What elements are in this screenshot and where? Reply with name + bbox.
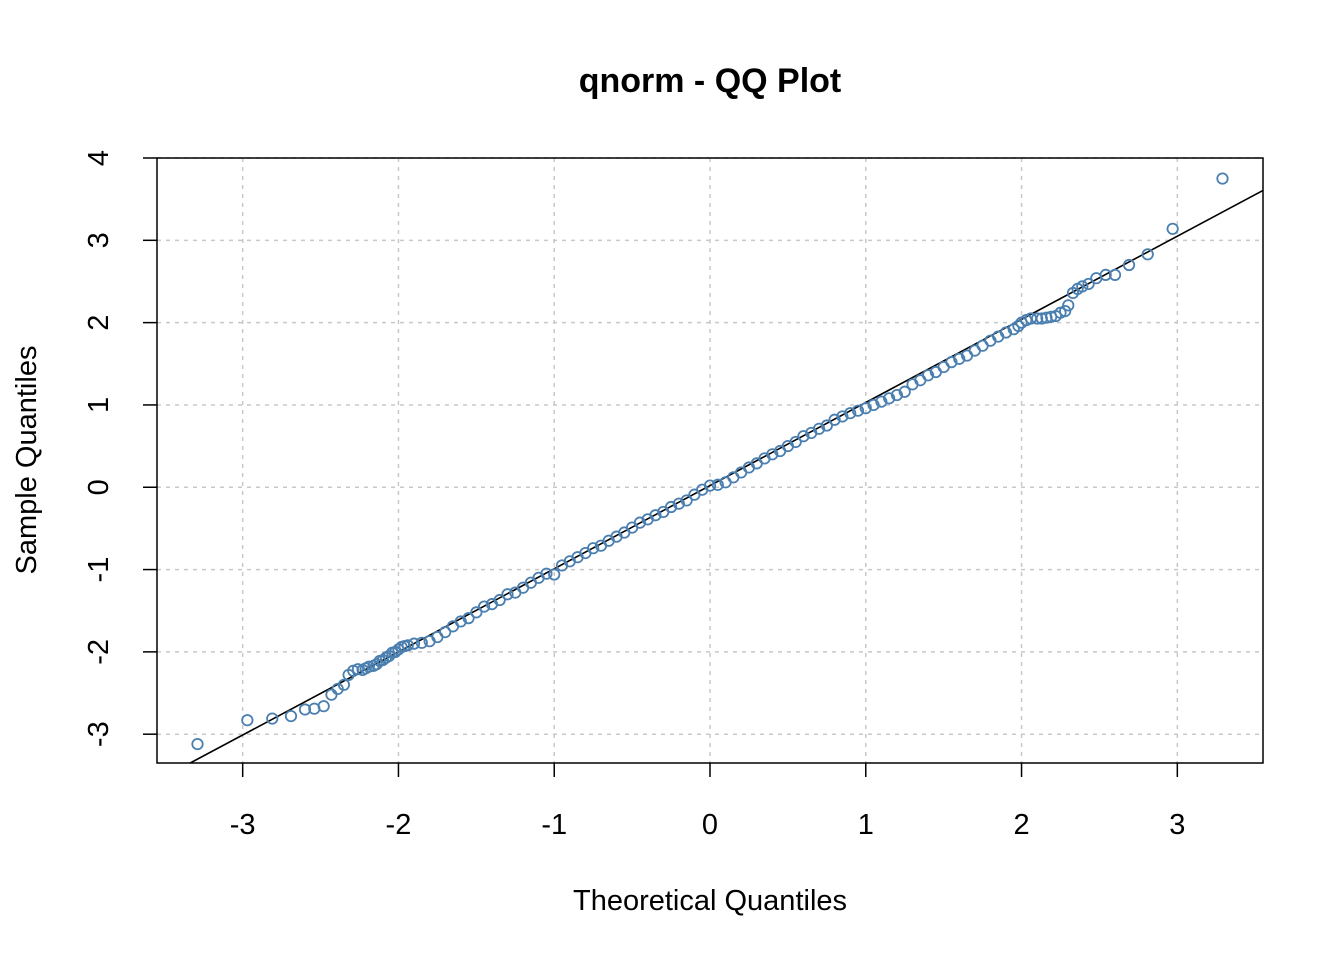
x-tick-label: -1 (541, 809, 567, 841)
data-point (1012, 319, 1025, 333)
y-tick-label: 2 (83, 315, 115, 331)
data-point (266, 712, 279, 725)
data-point (664, 500, 678, 514)
data-point (766, 448, 779, 461)
data-point (875, 395, 888, 408)
data-point (493, 593, 506, 607)
data-point (370, 658, 383, 671)
x-tick-label: -3 (230, 809, 256, 841)
data-point (191, 737, 204, 751)
data-point (284, 709, 298, 723)
data-point (454, 615, 467, 628)
chart-title: qnorm - QQ Plot (579, 62, 842, 100)
data-point (1059, 305, 1072, 318)
data-point (415, 636, 428, 649)
data-point (953, 352, 966, 365)
x-tick-label: 1 (858, 809, 874, 841)
data-point (867, 398, 880, 412)
x-tick-label: 3 (1169, 809, 1185, 841)
y-axis: -3 -2 -1 0 1 2 3 4 (83, 150, 157, 747)
data-point (587, 542, 600, 555)
data-point (1166, 222, 1179, 235)
y-tick-label: -1 (83, 557, 115, 583)
data-point (703, 479, 717, 492)
data-point (836, 410, 849, 423)
data-point (337, 678, 351, 691)
x-axis-label: Theoretical Quantiles (573, 885, 847, 917)
data-point (407, 637, 421, 650)
y-tick-label: 4 (83, 150, 115, 166)
data-point (548, 568, 561, 581)
data-point (462, 612, 475, 625)
data-point (540, 567, 553, 580)
data-point (1141, 248, 1154, 261)
data-point (1082, 277, 1095, 291)
data-point (820, 419, 833, 432)
data-point (325, 688, 338, 701)
data-point (362, 660, 375, 673)
data-point (331, 682, 344, 696)
data-point (1076, 280, 1089, 293)
data-point (844, 407, 857, 420)
y-tick-label: -2 (83, 639, 115, 665)
data-point (883, 392, 896, 405)
y-axis-label: Sample Quantiles (11, 346, 43, 575)
data-point (1122, 258, 1136, 272)
data-point (501, 588, 514, 601)
data-point (672, 497, 685, 510)
x-tick-label: -2 (386, 809, 412, 841)
data-point (890, 388, 904, 402)
y-tick-label: -3 (83, 721, 115, 747)
data-point (376, 654, 389, 667)
data-point (633, 516, 647, 529)
data-point (439, 626, 452, 639)
data-point (383, 649, 396, 663)
data-point (478, 600, 491, 613)
data-point (945, 356, 958, 369)
y-tick-label: 3 (83, 232, 115, 248)
data-point (711, 478, 724, 491)
data-point (649, 509, 662, 522)
data-point (797, 430, 810, 443)
data-point (999, 326, 1013, 339)
data-point (317, 700, 330, 713)
data-point (1108, 268, 1122, 281)
data-point (921, 369, 935, 382)
data-point (898, 385, 911, 398)
data-point (401, 639, 414, 652)
data-point (680, 494, 693, 507)
data-point (298, 703, 312, 716)
data-point (241, 714, 254, 727)
data-point (789, 435, 802, 449)
data-points (191, 172, 1229, 751)
x-tick-label: 0 (702, 809, 718, 841)
x-axis: -3 -2 -1 0 1 2 3 (230, 763, 1185, 841)
grid-lines (157, 157, 1263, 763)
data-point (828, 413, 841, 426)
x-tick-label: 2 (1013, 809, 1029, 841)
y-tick-label: 0 (83, 479, 115, 495)
data-point (1031, 312, 1044, 325)
data-point (1099, 268, 1112, 281)
data-point (851, 404, 865, 417)
data-point (859, 402, 872, 415)
data-point (351, 663, 365, 676)
data-point (470, 606, 483, 619)
data-point (1216, 172, 1229, 185)
data-point (812, 422, 826, 435)
data-point (1062, 299, 1075, 312)
y-tick-label: 1 (83, 397, 115, 413)
